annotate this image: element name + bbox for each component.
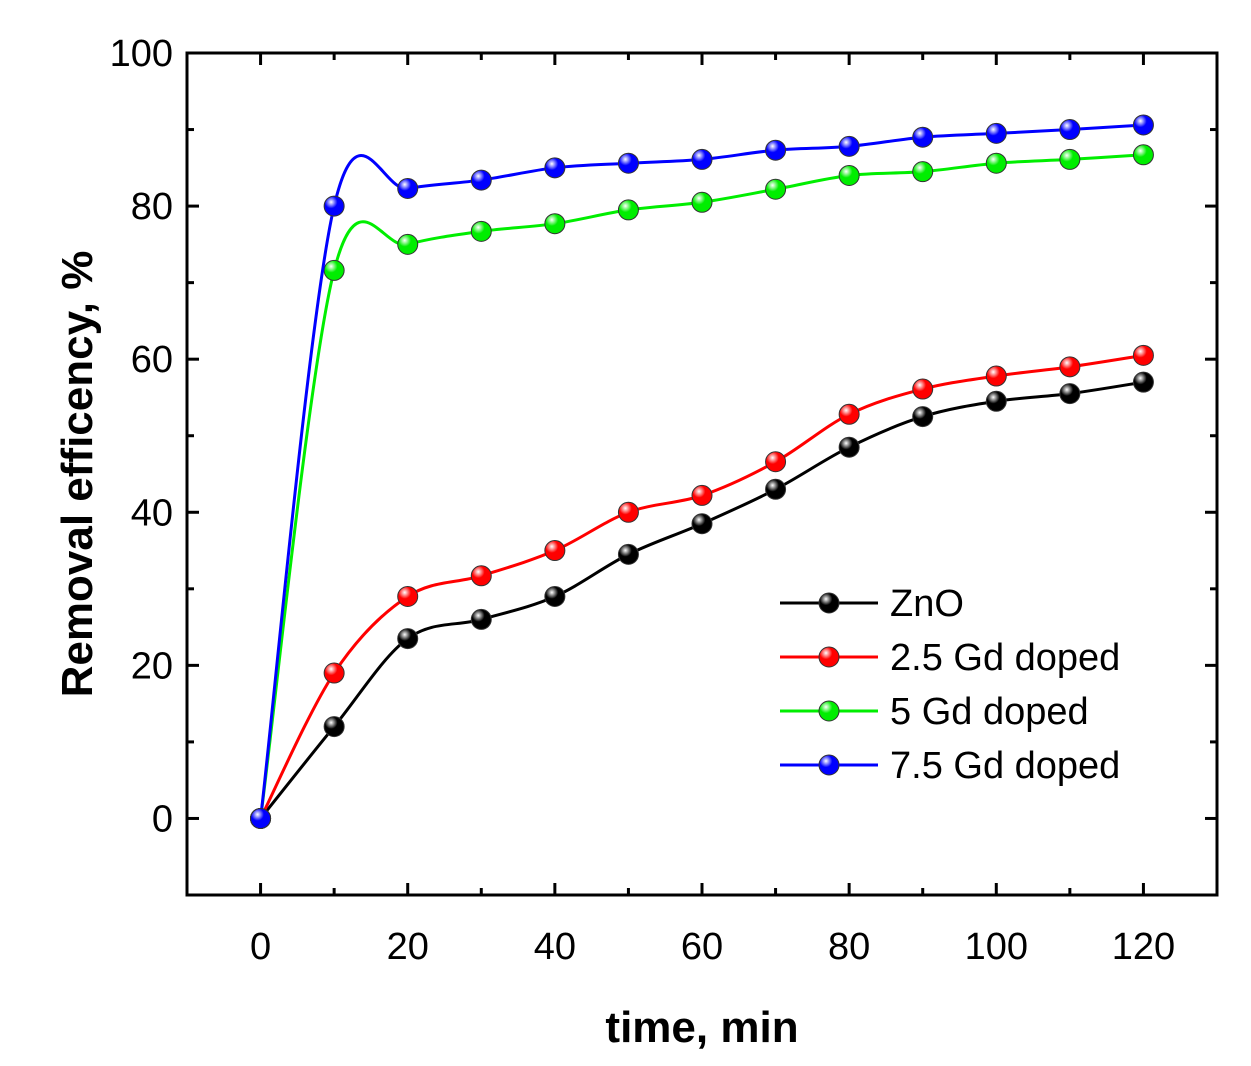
x-tick-label: 40 xyxy=(534,926,576,968)
y-tick-label: 40 xyxy=(131,492,173,534)
data-point-5-gd-doped xyxy=(985,152,1007,174)
legend-marker-5-gd-doped xyxy=(818,700,840,722)
legend-label-2-5-gd-doped: 2.5 Gd doped xyxy=(890,637,1120,679)
series-layer xyxy=(250,114,1154,829)
data-point-2-5-gd-doped xyxy=(1132,344,1154,366)
data-point-2-5-gd-doped xyxy=(838,403,860,425)
data-point-5-gd-doped xyxy=(470,220,492,242)
data-point-zno xyxy=(691,513,713,535)
x-tick-label: 0 xyxy=(250,926,271,968)
x-tick-label: 120 xyxy=(1112,926,1175,968)
data-point-5-gd-doped xyxy=(323,259,345,281)
y-tick-label: 20 xyxy=(131,645,173,687)
data-point-5-gd-doped xyxy=(1132,144,1154,166)
data-point-7-5-gd-doped xyxy=(691,148,713,170)
data-point-5-gd-doped xyxy=(397,233,419,255)
data-point-7-5-gd-doped xyxy=(912,126,934,148)
data-point-2-5-gd-doped xyxy=(765,451,787,473)
y-tick-label: 80 xyxy=(131,186,173,228)
data-point-2-5-gd-doped xyxy=(1059,356,1081,378)
data-point-2-5-gd-doped xyxy=(323,662,345,684)
legend-label-7-5-gd-doped: 7.5 Gd doped xyxy=(890,745,1120,787)
data-point-2-5-gd-doped xyxy=(470,565,492,587)
legend-marker-zno xyxy=(818,592,840,614)
data-point-zno xyxy=(470,608,492,630)
legend-marker-7-5-gd-doped xyxy=(818,754,840,776)
data-point-5-gd-doped xyxy=(691,191,713,213)
x-tick-label: 80 xyxy=(828,926,870,968)
legend: ZnO 2.5 Gd doped 5 Gd doped 7.5 Gd doped xyxy=(780,583,1120,787)
data-point-5-gd-doped xyxy=(617,199,639,221)
data-point-7-5-gd-doped xyxy=(470,169,492,191)
data-point-7-5-gd-doped xyxy=(1059,119,1081,141)
data-point-zno xyxy=(838,436,860,458)
x-tick-label: 100 xyxy=(965,926,1028,968)
data-point-zno xyxy=(323,716,345,738)
data-point-7-5-gd-doped xyxy=(323,195,345,217)
data-point-zno xyxy=(985,390,1007,412)
legend-label-5-gd-doped: 5 Gd doped xyxy=(890,691,1089,733)
data-point-zno xyxy=(765,478,787,500)
data-point-7-5-gd-doped xyxy=(1132,114,1154,136)
x-axis-ticks: 0 20 40 60 80 100 120 xyxy=(185,53,1219,968)
data-point-7-5-gd-doped xyxy=(250,807,272,829)
data-point-7-5-gd-doped xyxy=(985,122,1007,144)
data-point-zno xyxy=(617,543,639,565)
data-point-7-5-gd-doped xyxy=(838,135,860,157)
data-point-7-5-gd-doped xyxy=(765,139,787,161)
data-point-7-5-gd-doped xyxy=(397,177,419,199)
data-point-7-5-gd-doped xyxy=(617,152,639,174)
y-axis-ticks: 0 20 40 60 80 100 xyxy=(110,33,1217,897)
data-point-2-5-gd-doped xyxy=(397,585,419,607)
legend-marker-2-5-gd-doped xyxy=(818,646,840,668)
data-point-2-5-gd-doped xyxy=(912,378,934,400)
data-point-zno xyxy=(1059,383,1081,405)
data-point-2-5-gd-doped xyxy=(985,365,1007,387)
x-tick-label: 60 xyxy=(681,926,723,968)
data-point-5-gd-doped xyxy=(912,161,934,183)
data-point-2-5-gd-doped xyxy=(691,484,713,506)
data-point-5-gd-doped xyxy=(1059,148,1081,170)
data-point-zno xyxy=(397,628,419,650)
data-point-zno xyxy=(1132,371,1154,393)
y-axis-title: Removal efficency, % xyxy=(53,251,102,698)
x-axis-title: time, min xyxy=(605,1003,798,1052)
data-point-5-gd-doped xyxy=(544,213,566,235)
x-tick-label: 20 xyxy=(387,926,429,968)
data-point-2-5-gd-doped xyxy=(617,501,639,523)
data-point-7-5-gd-doped xyxy=(544,157,566,179)
y-tick-label: 100 xyxy=(110,33,173,75)
data-point-zno xyxy=(544,585,566,607)
data-point-5-gd-doped xyxy=(838,164,860,186)
y-tick-label: 0 xyxy=(152,798,173,840)
y-tick-label: 60 xyxy=(131,339,173,381)
legend-label-zno: ZnO xyxy=(890,583,964,625)
data-point-5-gd-doped xyxy=(765,178,787,200)
data-point-2-5-gd-doped xyxy=(544,540,566,562)
data-point-zno xyxy=(912,406,934,428)
